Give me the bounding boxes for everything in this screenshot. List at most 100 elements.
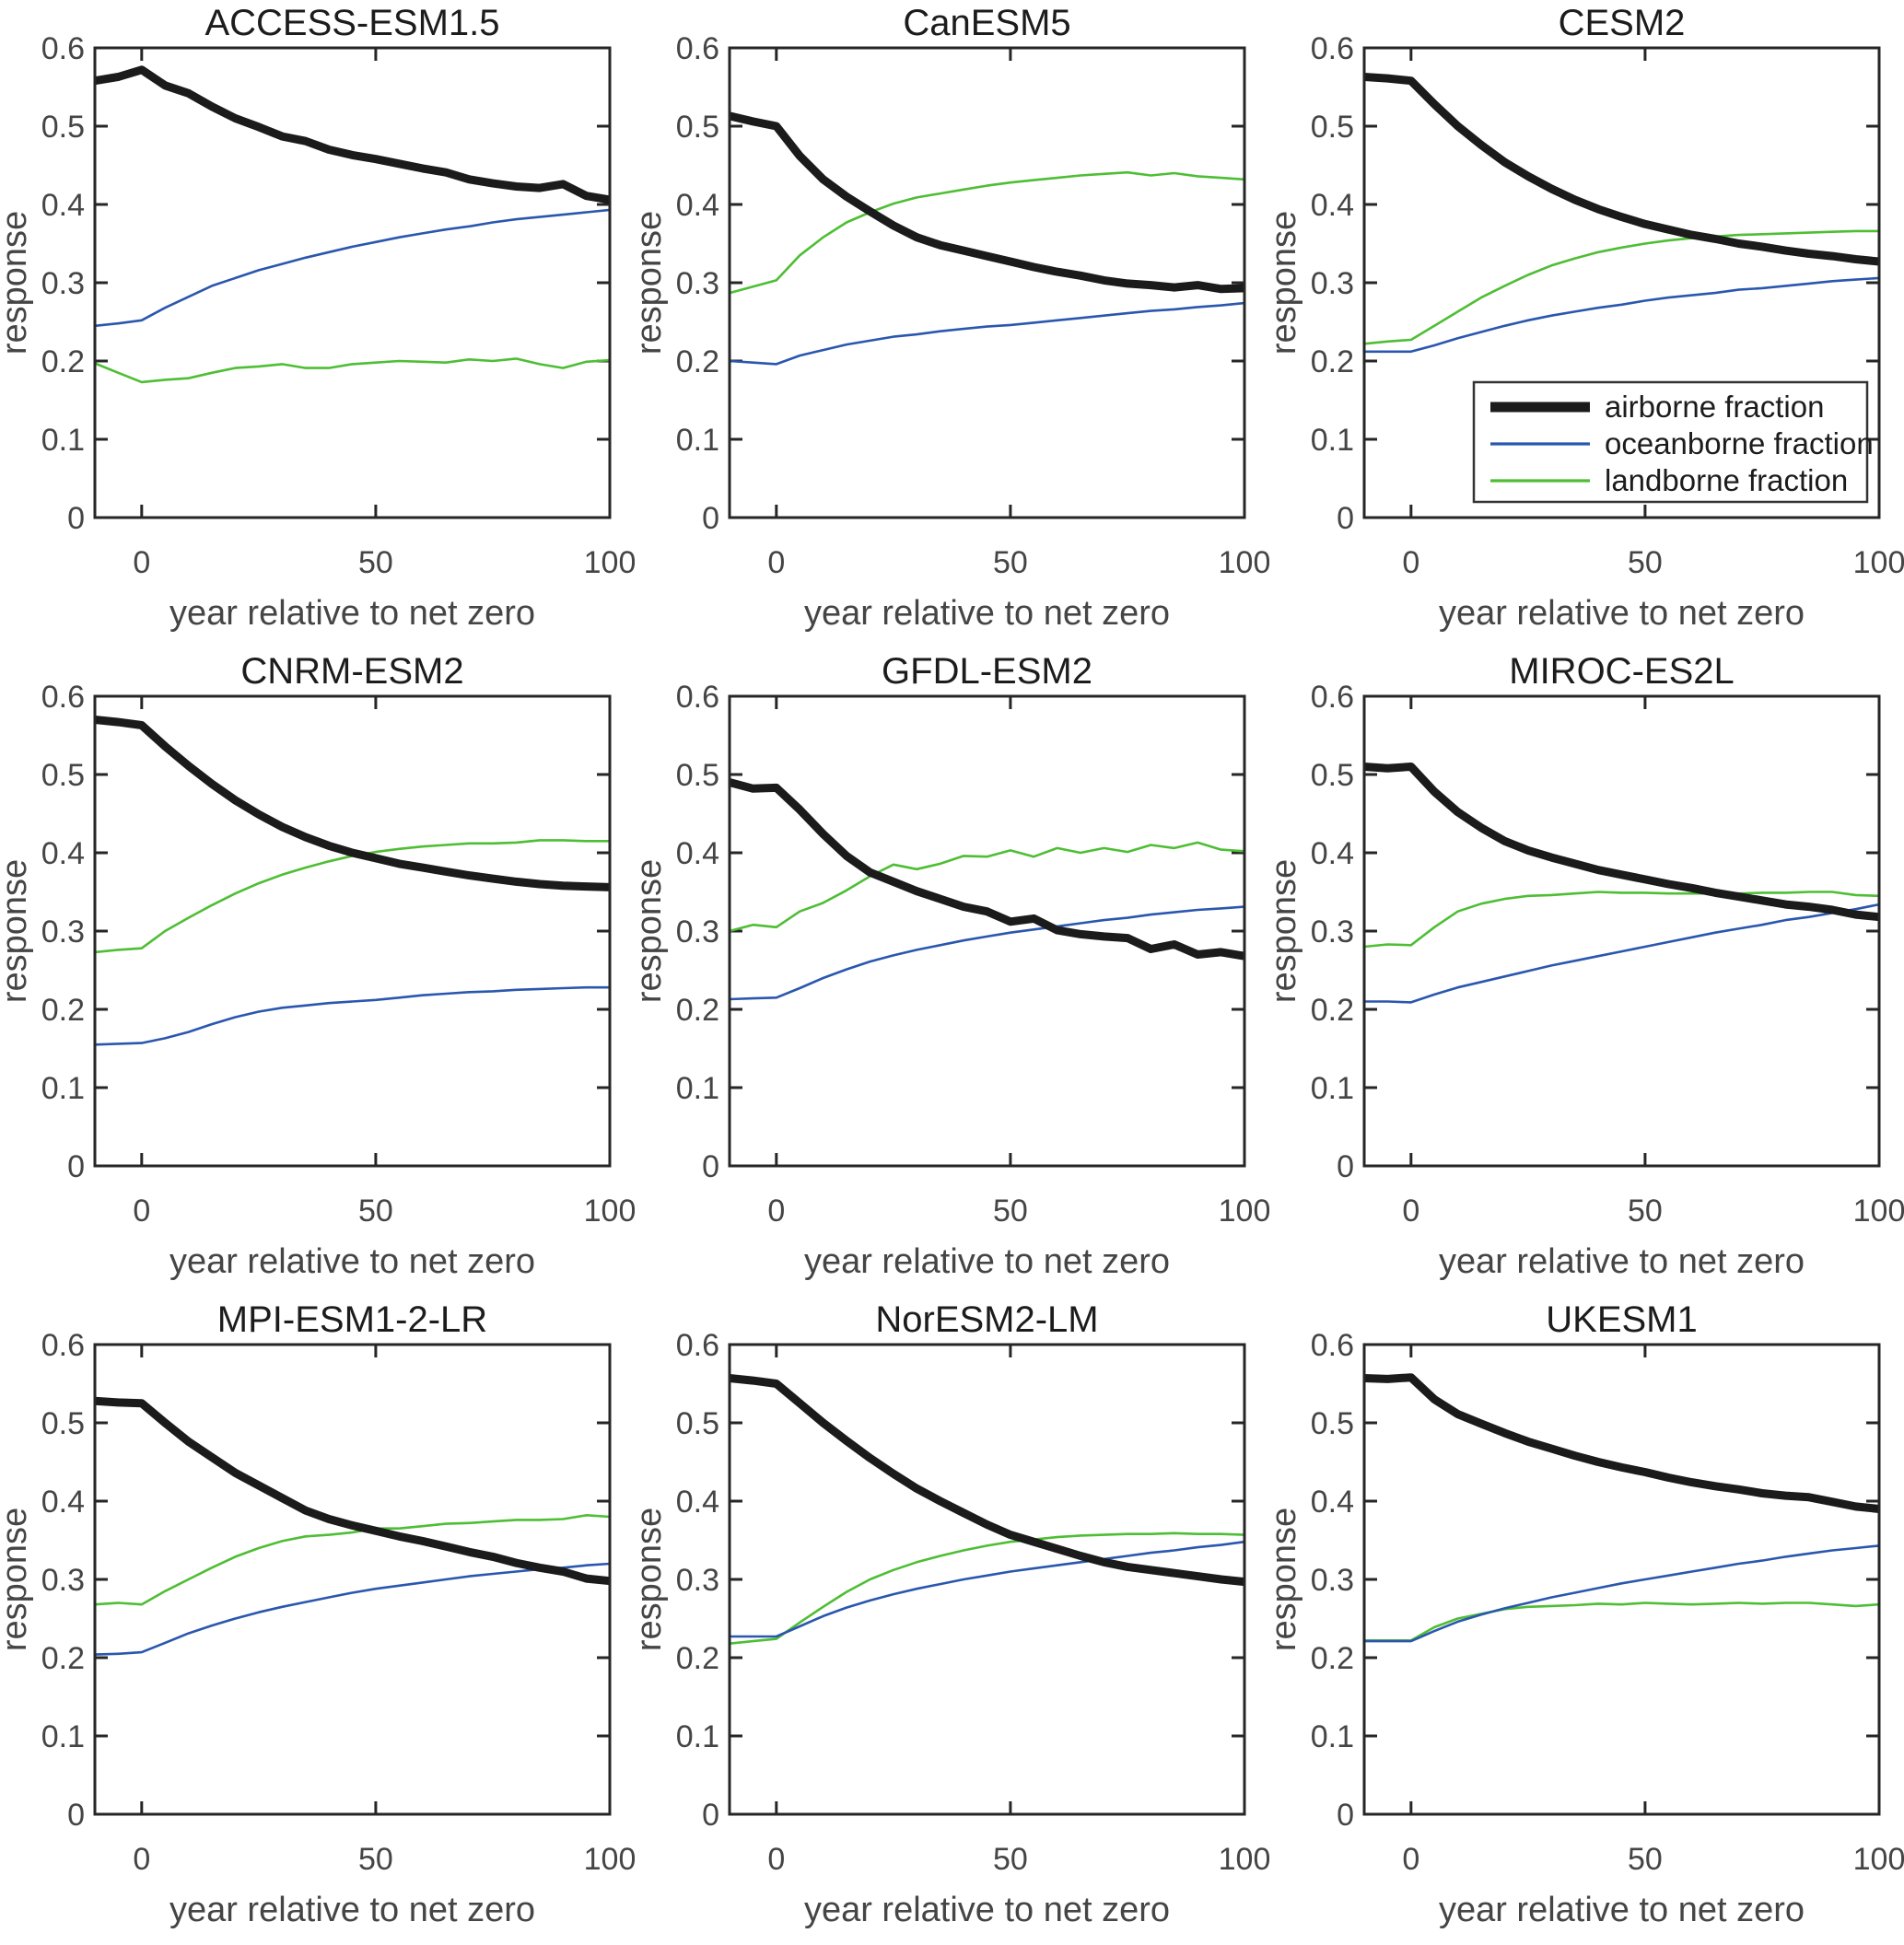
oceanborne-line <box>730 1540 1245 1638</box>
y-tick-label: 0.1 <box>1311 423 1354 458</box>
y-tick-label: 0.4 <box>1311 188 1354 223</box>
x-tick-label: 100 <box>1853 545 1904 580</box>
airborne-line <box>729 1374 1245 1587</box>
y-tick-label: 0.6 <box>1311 680 1354 715</box>
x-tick-label: 0 <box>767 1194 785 1229</box>
y-tick-label: 0.4 <box>1311 1485 1354 1520</box>
plot-box <box>1362 1343 1881 1816</box>
landborne-line <box>94 357 611 384</box>
x-tick-label: 100 <box>584 1842 635 1877</box>
x-axis-label: year relative to net zero <box>169 1242 535 1281</box>
oceanborne-line <box>1364 276 1880 354</box>
y-tick-label: 0.6 <box>41 1328 85 1363</box>
plot-box <box>93 694 612 1168</box>
y-tick-label: 0.2 <box>1311 1641 1354 1676</box>
x-tick-label: 100 <box>1219 545 1269 580</box>
y-axis-label: response <box>0 859 34 1003</box>
y-tick-label: 0.3 <box>1311 266 1354 301</box>
landborne-line <box>94 1514 611 1606</box>
y-tick-label: 0.2 <box>41 993 85 1028</box>
airborne-line <box>94 65 611 204</box>
landborne-line <box>1364 1601 1880 1642</box>
panel-access-esm1-5: ACCESS-ESM1.5 0 0.1 0.2 0.3 0.4 0.5 0.6 0 50 100 ye… <box>0 0 635 648</box>
y-tick-label: 0.4 <box>676 1485 719 1520</box>
y-tick-label: 0 <box>702 501 719 536</box>
panel-mpi-esm1-2-lr: MPI-ESM1-2-LR 0 0.1 0.2 0.3 0.4 0.5 0.6 0 50 100 ye… <box>0 1297 635 1945</box>
y-axis-label: response <box>0 1508 34 1651</box>
x-tick-label: 50 <box>1628 545 1663 580</box>
x-tick-label: 0 <box>767 545 785 580</box>
y-tick-label: 0.3 <box>41 1563 85 1598</box>
panel-title: CanESM5 <box>903 3 1070 43</box>
airborne-line <box>1363 73 1880 266</box>
x-tick-label: 50 <box>993 545 1028 580</box>
x-tick-label: 100 <box>584 1194 635 1229</box>
x-tick-label: 50 <box>993 1194 1028 1229</box>
y-axis-label: response <box>1269 1508 1303 1651</box>
legend-label-oceanborne: oceanborne fraction <box>1605 426 1874 460</box>
plot-box <box>93 46 612 519</box>
y-tick-label: 0.5 <box>676 110 719 145</box>
y-tick-label: 0.6 <box>1311 31 1354 66</box>
plot-box <box>728 1343 1246 1816</box>
panel-cnrm-esm2: CNRM-ESM2 0 0.1 0.2 0.3 0.4 0.5 0.6 0 50 100 year r… <box>0 648 635 1297</box>
plot-box <box>728 46 1246 519</box>
y-tick-label: 0.5 <box>1311 1406 1354 1441</box>
y-tick-label: 0.4 <box>41 1485 85 1520</box>
airborne-line <box>728 778 1245 961</box>
y-tick-label: 0.4 <box>676 188 719 223</box>
x-tick-label: 50 <box>358 1842 393 1877</box>
x-tick-label: 0 <box>133 1194 150 1229</box>
x-tick-label: 0 <box>1402 545 1419 580</box>
panel-title: MPI-ESM1-2-LR <box>217 1299 487 1340</box>
x-tick-label: 50 <box>993 1842 1028 1877</box>
legend-label-airborne: airborne fraction <box>1605 390 1824 424</box>
y-tick-label: 0.3 <box>676 266 719 301</box>
panel-canesm5: CanESM5 0 0.1 0.2 0.3 0.4 0.5 0.6 0 50 100 year rel… <box>635 0 1269 648</box>
y-tick-label: 0.6 <box>676 31 719 66</box>
x-tick-label: 0 <box>1402 1194 1419 1229</box>
panel-title: ACCESS-ESM1.5 <box>204 3 499 43</box>
y-axis-label: response <box>1269 859 1303 1003</box>
landborne-line <box>729 841 1245 933</box>
y-tick-label: 0.1 <box>41 423 85 458</box>
panel-gfdl-esm2: GFDL-ESM2 0 0.1 0.2 0.3 0.4 0.5 0.6 0 50 100 year r… <box>635 648 1269 1297</box>
y-tick-label: 0 <box>67 501 85 536</box>
y-tick-label: 0.3 <box>41 914 85 949</box>
y-tick-label: 0.2 <box>676 344 719 379</box>
y-tick-label: 0.6 <box>41 680 85 715</box>
x-tick-label: 100 <box>584 545 635 580</box>
y-tick-label: 0.3 <box>1311 914 1354 949</box>
y-tick-label: 0.6 <box>676 680 719 715</box>
y-tick-label: 0.3 <box>676 1563 719 1598</box>
y-tick-label: 0.4 <box>41 836 85 871</box>
panel-title: MIROC-ES2L <box>1509 651 1735 692</box>
y-axis-label: response <box>1269 211 1303 355</box>
x-tick-label: 100 <box>1853 1842 1904 1877</box>
oceanborne-line <box>1364 1544 1880 1643</box>
airborne-line <box>1363 1373 1880 1513</box>
x-axis-label: year relative to net zero <box>1439 1242 1805 1281</box>
y-tick-label: 0.2 <box>676 993 719 1028</box>
panel-title: NorESM2-LM <box>875 1299 1098 1340</box>
y-tick-label: 0.6 <box>676 1328 719 1363</box>
y-tick-label: 0.5 <box>676 1406 719 1441</box>
x-tick-label: 50 <box>1628 1194 1663 1229</box>
x-tick-label: 100 <box>1219 1194 1269 1229</box>
x-tick-label: 0 <box>767 1842 785 1877</box>
oceanborne-line <box>94 1562 611 1656</box>
y-tick-label: 0.2 <box>41 1641 85 1676</box>
y-tick-label: 0.5 <box>676 758 719 793</box>
x-tick-label: 100 <box>1853 1194 1904 1229</box>
y-tick-label: 0 <box>1337 501 1354 536</box>
y-tick-label: 0 <box>1337 1798 1354 1833</box>
x-axis-label: year relative to net zero <box>804 594 1170 633</box>
landborne-line <box>94 839 610 954</box>
y-tick-label: 0.5 <box>1311 110 1354 145</box>
y-tick-label: 0.5 <box>41 1406 85 1441</box>
landborne-line <box>1363 229 1879 345</box>
x-axis-label: year relative to net zero <box>1439 1891 1805 1929</box>
landborne-line <box>729 170 1245 295</box>
panel-noresm2-lm: NorESM2-LM 0 0.1 0.2 0.3 0.4 0.5 0.6 0 50 100 year … <box>635 1297 1269 1945</box>
